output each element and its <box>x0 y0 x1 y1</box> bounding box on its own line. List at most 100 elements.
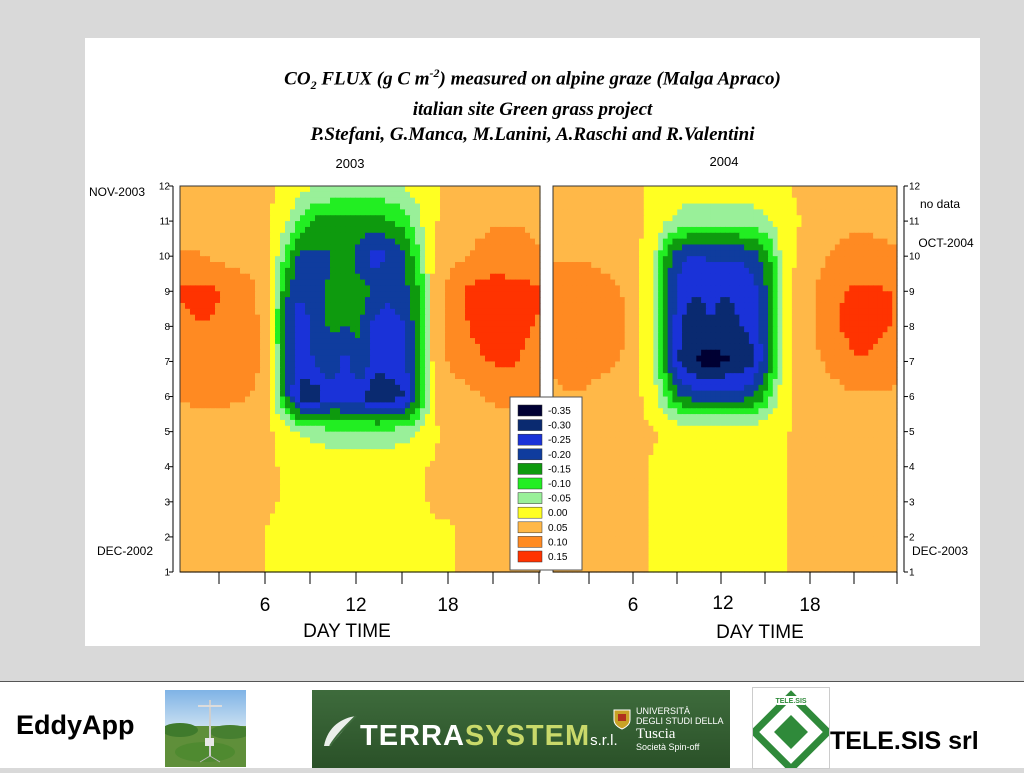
heatmap-cell <box>185 361 191 367</box>
heatmap-cell <box>425 525 431 531</box>
heatmap-cell <box>285 426 291 432</box>
heatmap-cell <box>435 397 441 403</box>
heatmap-cell <box>440 256 446 262</box>
heatmap-cell <box>225 402 231 408</box>
heatmap-cell <box>440 391 446 397</box>
heatmap-cell <box>325 525 331 531</box>
heatmap-cell <box>235 344 241 350</box>
heatmap-cell <box>290 420 296 426</box>
heatmap-cell <box>370 373 376 379</box>
heatmap-cell <box>320 227 326 233</box>
heatmap-cell <box>180 332 186 338</box>
heatmap-cell <box>480 198 486 204</box>
heatmap-cell <box>205 443 211 449</box>
heatmap-cell <box>495 315 501 321</box>
heatmap-cell <box>355 531 361 537</box>
heatmap-cell <box>390 408 396 414</box>
heatmap-cell <box>430 502 436 508</box>
heatmap-cell <box>440 332 446 338</box>
heatmap-cell <box>495 361 501 367</box>
heatmap-cell <box>816 192 821 198</box>
heatmap-cell <box>290 484 296 490</box>
heatmap-cell <box>455 461 461 467</box>
heatmap-cell <box>305 443 311 449</box>
heatmap-cell <box>405 414 411 420</box>
heatmap-cell <box>355 385 361 391</box>
heatmap-cell <box>210 239 216 245</box>
heatmap-cell <box>245 525 251 531</box>
heatmap-cell <box>365 496 371 502</box>
heatmap-cell <box>230 204 236 210</box>
heatmap-cell <box>415 186 421 192</box>
heatmap-cell <box>265 262 271 268</box>
heatmap-cell <box>485 268 491 274</box>
heatmap-cell <box>215 356 221 362</box>
heatmap-cell <box>430 262 436 268</box>
heatmap-cell <box>365 291 371 297</box>
heatmap-cell <box>530 221 536 227</box>
heatmap-cell <box>200 198 206 204</box>
heatmap-cell <box>490 186 496 192</box>
heatmap-cell <box>390 262 396 268</box>
heatmap-cell <box>240 209 246 215</box>
heatmap-cell <box>185 321 191 327</box>
heatmap-cell <box>475 391 481 397</box>
heatmap-cell <box>215 437 221 443</box>
heatmap-cell <box>430 537 436 543</box>
heatmap-cell <box>510 221 516 227</box>
heatmap-cell <box>305 303 311 309</box>
heatmap-cell <box>365 309 371 315</box>
heatmap-cell <box>310 221 316 227</box>
heatmap-cell <box>395 239 401 245</box>
heatmap-cell <box>420 554 426 560</box>
heatmap-cell <box>260 303 266 309</box>
heatmap-cell <box>485 414 491 420</box>
heatmap-cell <box>290 280 296 286</box>
heatmap-cell <box>235 297 241 303</box>
heatmap-cell <box>425 338 431 344</box>
heatmap-cell <box>235 432 241 438</box>
heatmap-cell <box>390 321 396 327</box>
heatmap-cell <box>280 350 286 356</box>
heatmap-cell <box>310 239 316 245</box>
heatmap-cell <box>260 443 266 449</box>
heatmap-cell <box>445 379 451 385</box>
heatmap-cell <box>480 502 486 508</box>
heatmap-cell <box>495 408 501 414</box>
heatmap-cell <box>470 309 476 315</box>
heatmap-cell <box>475 554 481 560</box>
heatmap-cell <box>475 233 481 239</box>
heatmap-cell <box>470 484 476 490</box>
heatmap-cell <box>425 291 431 297</box>
heatmap-cell <box>485 514 491 520</box>
y-tick-label: 9 <box>164 287 170 298</box>
heatmap-cell <box>350 420 356 426</box>
heatmap-cell <box>465 315 471 321</box>
heatmap-cell <box>758 186 763 192</box>
heatmap-cell <box>450 402 456 408</box>
heatmap-cell <box>400 373 406 379</box>
heatmap-cell <box>260 297 266 303</box>
heatmap-cell <box>200 560 206 566</box>
heatmap-cell <box>195 285 201 291</box>
heatmap-cell <box>320 467 326 473</box>
heatmap-cell <box>315 332 321 338</box>
heatmap-cell <box>495 473 501 479</box>
heatmap-cell <box>300 204 306 210</box>
heatmap-cell <box>405 420 411 426</box>
heatmap-cell <box>205 554 211 560</box>
heatmap-cell <box>395 531 401 537</box>
heatmap-cell <box>490 414 496 420</box>
heatmap-cell <box>275 508 281 514</box>
heatmap-cell <box>485 484 491 490</box>
heatmap-cell <box>300 244 306 250</box>
heatmap-cell <box>325 227 331 233</box>
heatmap-cell <box>360 221 366 227</box>
heatmap-cell <box>425 437 431 443</box>
heatmap-cell <box>315 514 321 520</box>
heatmap-cell <box>490 467 496 473</box>
heatmap-cell <box>460 204 466 210</box>
heatmap-cell <box>225 198 231 204</box>
heatmap-cell <box>425 408 431 414</box>
heatmap-cell <box>355 484 361 490</box>
